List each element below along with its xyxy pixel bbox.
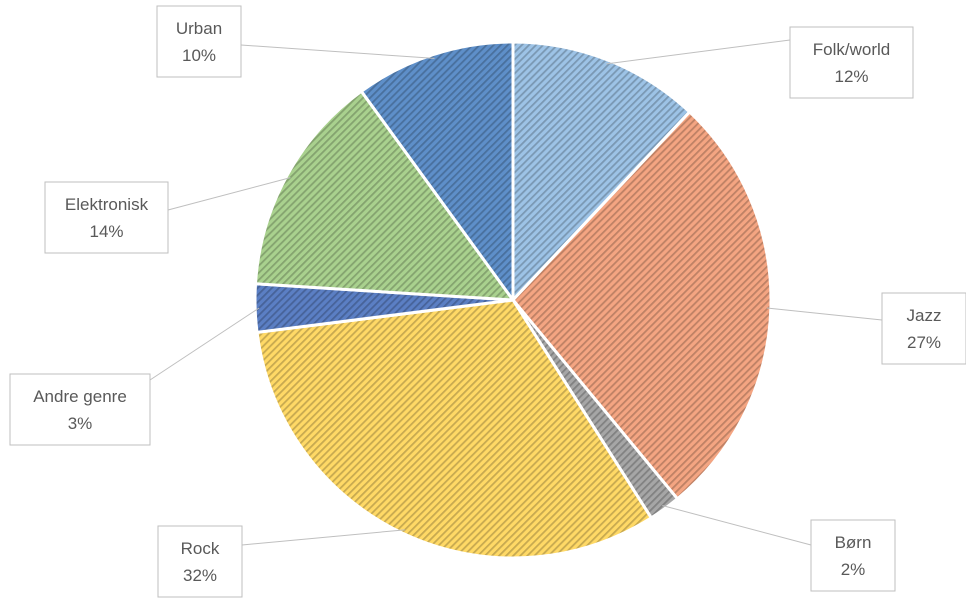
slice-percent-label: 3%	[68, 414, 93, 433]
data-label-box	[789, 26, 914, 99]
slice-percent-label: 27%	[907, 333, 941, 352]
leader-line-folk-world	[606, 39, 791, 65]
data-label-box	[157, 525, 243, 598]
slice-percent-label: 12%	[834, 67, 868, 86]
slice-category-label: Elektronisk	[65, 195, 149, 214]
data-label-box	[881, 292, 966, 365]
slice-percent-label: 10%	[182, 46, 216, 65]
pie-slices	[253, 40, 773, 560]
slice-category-label: Folk/world	[813, 40, 890, 59]
slice-percent-label: 2%	[841, 560, 866, 579]
slice-percent-label: 32%	[183, 566, 217, 585]
pie-slice-urban	[359, 40, 515, 302]
slice-category-label: Rock	[181, 539, 220, 558]
pie-slice-folk-world	[511, 40, 692, 302]
data-label-urban: Urban 10%	[156, 5, 242, 78]
data-label-box	[44, 181, 169, 254]
slice-category-label: Jazz	[907, 306, 942, 325]
leader-lines	[149, 39, 883, 546]
data-label-box	[156, 5, 242, 78]
slice-category-label: Børn	[835, 533, 872, 552]
pie-slice-elektronisk	[254, 89, 515, 302]
data-label-folk-world: Folk/world 12%	[789, 26, 914, 99]
data-label-elektronisk: Elektronisk 14%	[44, 181, 169, 254]
slice-category-label: Urban	[176, 19, 222, 38]
data-label-andre-genre: Andre genre 3%	[9, 373, 151, 446]
data-labels: Folk/world 12% Jazz 27% Børn 2% Rock 32% Andre g…	[9, 5, 966, 598]
leader-line-jazz	[766, 307, 883, 321]
leader-line-urban	[240, 44, 435, 59]
leader-line-børn	[662, 505, 812, 546]
leader-line-andre-genre	[149, 307, 260, 381]
leader-line-rock	[241, 529, 405, 546]
data-label-box	[9, 373, 151, 446]
data-label-børn: Børn 2%	[810, 519, 896, 592]
slice-category-label: Andre genre	[33, 387, 127, 406]
data-label-box	[810, 519, 896, 592]
slice-percent-label: 14%	[89, 222, 123, 241]
data-label-rock: Rock 32%	[157, 525, 243, 598]
data-label-jazz: Jazz 27%	[881, 292, 966, 365]
leader-line-elektronisk	[167, 177, 291, 211]
pie-slice-rock	[255, 298, 653, 560]
